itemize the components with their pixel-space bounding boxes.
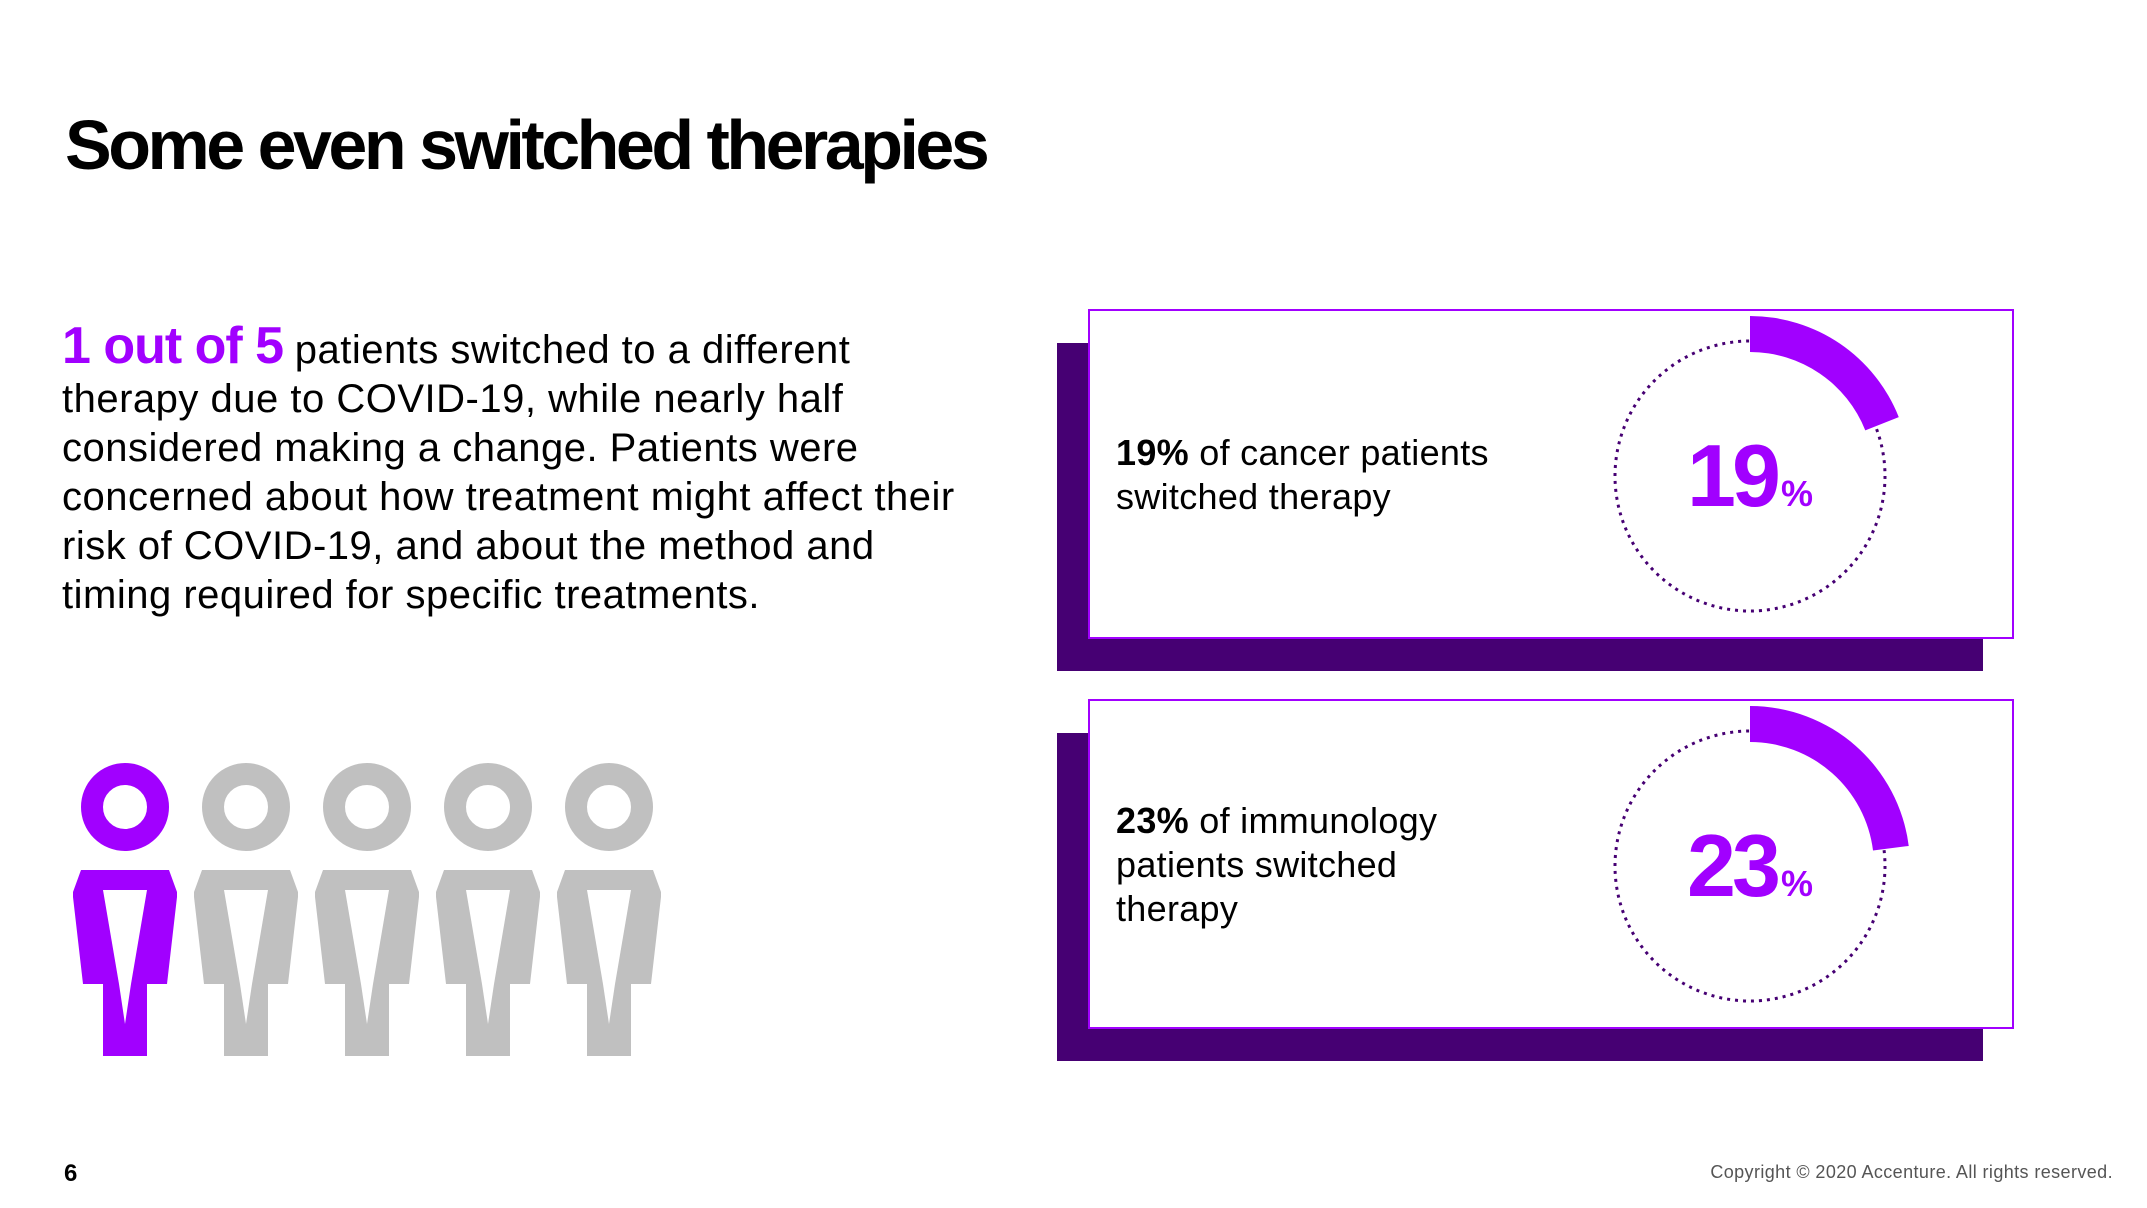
person-icon	[436, 763, 540, 1056]
stat-bold: 23%	[1116, 800, 1189, 841]
intro-highlight: 1 out of 5	[62, 317, 284, 375]
stat-text: 23% of immunology patients switched ther…	[1116, 799, 1476, 931]
page-number: 6	[64, 1160, 78, 1187]
donut-segment	[1750, 316, 1899, 431]
stat-bold: 19%	[1116, 432, 1189, 473]
donut-value-label: 19%	[1687, 426, 1813, 525]
person-icon-highlighted	[73, 763, 177, 1056]
stat-text: 19% of cancer patients switched therapy	[1116, 431, 1536, 519]
stat-card-immunology: 23% of immunology patients switched ther…	[1088, 699, 2014, 1029]
stat-desc: of cancer patients switched therapy	[1116, 432, 1489, 517]
intro-paragraph: 1 out of 5 patients switched to a differ…	[62, 320, 962, 620]
page-title: Some even switched therapies	[65, 106, 990, 184]
donut-value-unit: %	[1781, 473, 1813, 514]
donut-segment	[1750, 706, 1909, 851]
stat-desc: of immunology patients switched therapy	[1116, 800, 1438, 929]
intro-body: patients switched to a different therapy…	[62, 328, 955, 617]
donut-value-number: 19	[1687, 426, 1778, 525]
people-icon-row	[73, 763, 661, 1056]
donut-chart-cancer: 19%	[1613, 316, 1899, 613]
person-icon	[557, 763, 661, 1056]
person-icon	[194, 763, 298, 1056]
person-icon	[315, 763, 419, 1056]
donut-track	[1613, 729, 1887, 1003]
donut-track	[1613, 339, 1887, 613]
stat-card-cancer: 19% of cancer patients switched therapy …	[1088, 309, 2014, 639]
copyright-notice: Copyright © 2020 Accenture. All rights r…	[1710, 1162, 2113, 1182]
donut-chart-immunology: 23%	[1613, 706, 1909, 1003]
donut-value-label: 23%	[1687, 816, 1813, 915]
donut-value-unit: %	[1781, 863, 1813, 904]
donut-value-number: 23	[1687, 816, 1778, 915]
